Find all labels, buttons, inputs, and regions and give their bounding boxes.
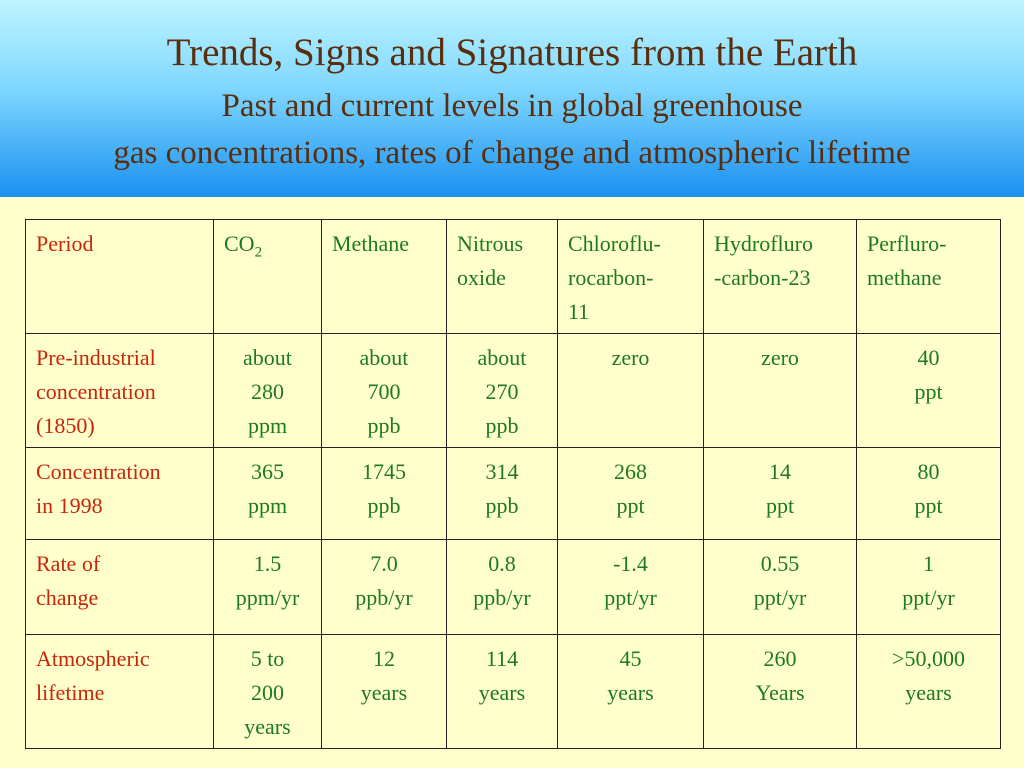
header-hfc-23: Hydrofluro -carbon-23 bbox=[703, 219, 857, 334]
table-row: Rate of change 1.5 ppm/yr 7.0 ppb/yr 0.8… bbox=[25, 539, 1001, 635]
slide-header: Trends, Signs and Signatures from the Ea… bbox=[0, 0, 1024, 197]
row-label-lifetime: Atmospheric lifetime bbox=[25, 634, 214, 749]
greenhouse-gas-table: Period CO2 Methane Nitrous oxide Chlorof… bbox=[25, 219, 1001, 749]
slide-subtitle-line1: Past and current levels in global greenh… bbox=[221, 88, 803, 124]
header-perfluoromethane: Perfluro- methane bbox=[856, 219, 1001, 334]
co2-label: CO bbox=[224, 231, 255, 256]
table-row: Concentration in 1998 365 ppm 1745 ppb 3… bbox=[25, 447, 1001, 540]
cell-methane: about 700 ppb bbox=[321, 333, 447, 448]
cell-hfc: zero bbox=[703, 333, 857, 448]
cell-nitrous: about 270 ppb bbox=[446, 333, 558, 448]
table-row: Pre-industrial concentration (1850) abou… bbox=[25, 333, 1001, 448]
header-period: Period bbox=[25, 219, 214, 334]
cell-methane: 12 years bbox=[321, 634, 447, 749]
cell-co2: about 280 ppm bbox=[213, 333, 322, 448]
cell-co2: 365 ppm bbox=[213, 447, 322, 540]
cell-pfm: >50,000 years bbox=[856, 634, 1001, 749]
co2-subscript: 2 bbox=[254, 244, 263, 261]
cell-hfc: 0.55 ppt/yr bbox=[703, 539, 857, 635]
row-label-preindustrial: Pre-industrial concentration (1850) bbox=[25, 333, 214, 448]
table-row: Atmospheric lifetime 5 to 200 years 12 y… bbox=[25, 634, 1001, 749]
cell-pfm: 40 ppt bbox=[856, 333, 1001, 448]
header-nitrous-oxide: Nitrous oxide bbox=[446, 219, 558, 334]
cell-cfc: 45 years bbox=[557, 634, 704, 749]
row-label-rate: Rate of change bbox=[25, 539, 214, 635]
row-label-1998: Concentration in 1998 bbox=[25, 447, 214, 540]
cell-co2: 5 to 200 years bbox=[213, 634, 322, 749]
slide-title: Trends, Signs and Signatures from the Ea… bbox=[166, 31, 858, 74]
cell-pfm: 1 ppt/yr bbox=[856, 539, 1001, 635]
header-co2: CO2 bbox=[213, 219, 322, 334]
cell-methane: 1745 ppb bbox=[321, 447, 447, 540]
cell-nitrous: 114 years bbox=[446, 634, 558, 749]
cell-pfm: 80 ppt bbox=[856, 447, 1001, 540]
cell-methane: 7.0 ppb/yr bbox=[321, 539, 447, 635]
cell-hfc: 260 Years bbox=[703, 634, 857, 749]
cell-cfc: zero bbox=[557, 333, 704, 448]
cell-nitrous: 314 ppb bbox=[446, 447, 558, 540]
cell-co2: 1.5 ppm/yr bbox=[213, 539, 322, 635]
header-methane: Methane bbox=[321, 219, 447, 334]
cell-nitrous: 0.8 ppb/yr bbox=[446, 539, 558, 635]
table-header-row: Period CO2 Methane Nitrous oxide Chlorof… bbox=[25, 219, 1001, 334]
cell-cfc: -1.4 ppt/yr bbox=[557, 539, 704, 635]
cell-cfc: 268 ppt bbox=[557, 447, 704, 540]
slide-subtitle-line2: gas concentrations, rates of change and … bbox=[113, 135, 911, 171]
header-cfc-11: Chloroflu- rocarbon- 11 bbox=[557, 219, 704, 334]
cell-hfc: 14 ppt bbox=[703, 447, 857, 540]
